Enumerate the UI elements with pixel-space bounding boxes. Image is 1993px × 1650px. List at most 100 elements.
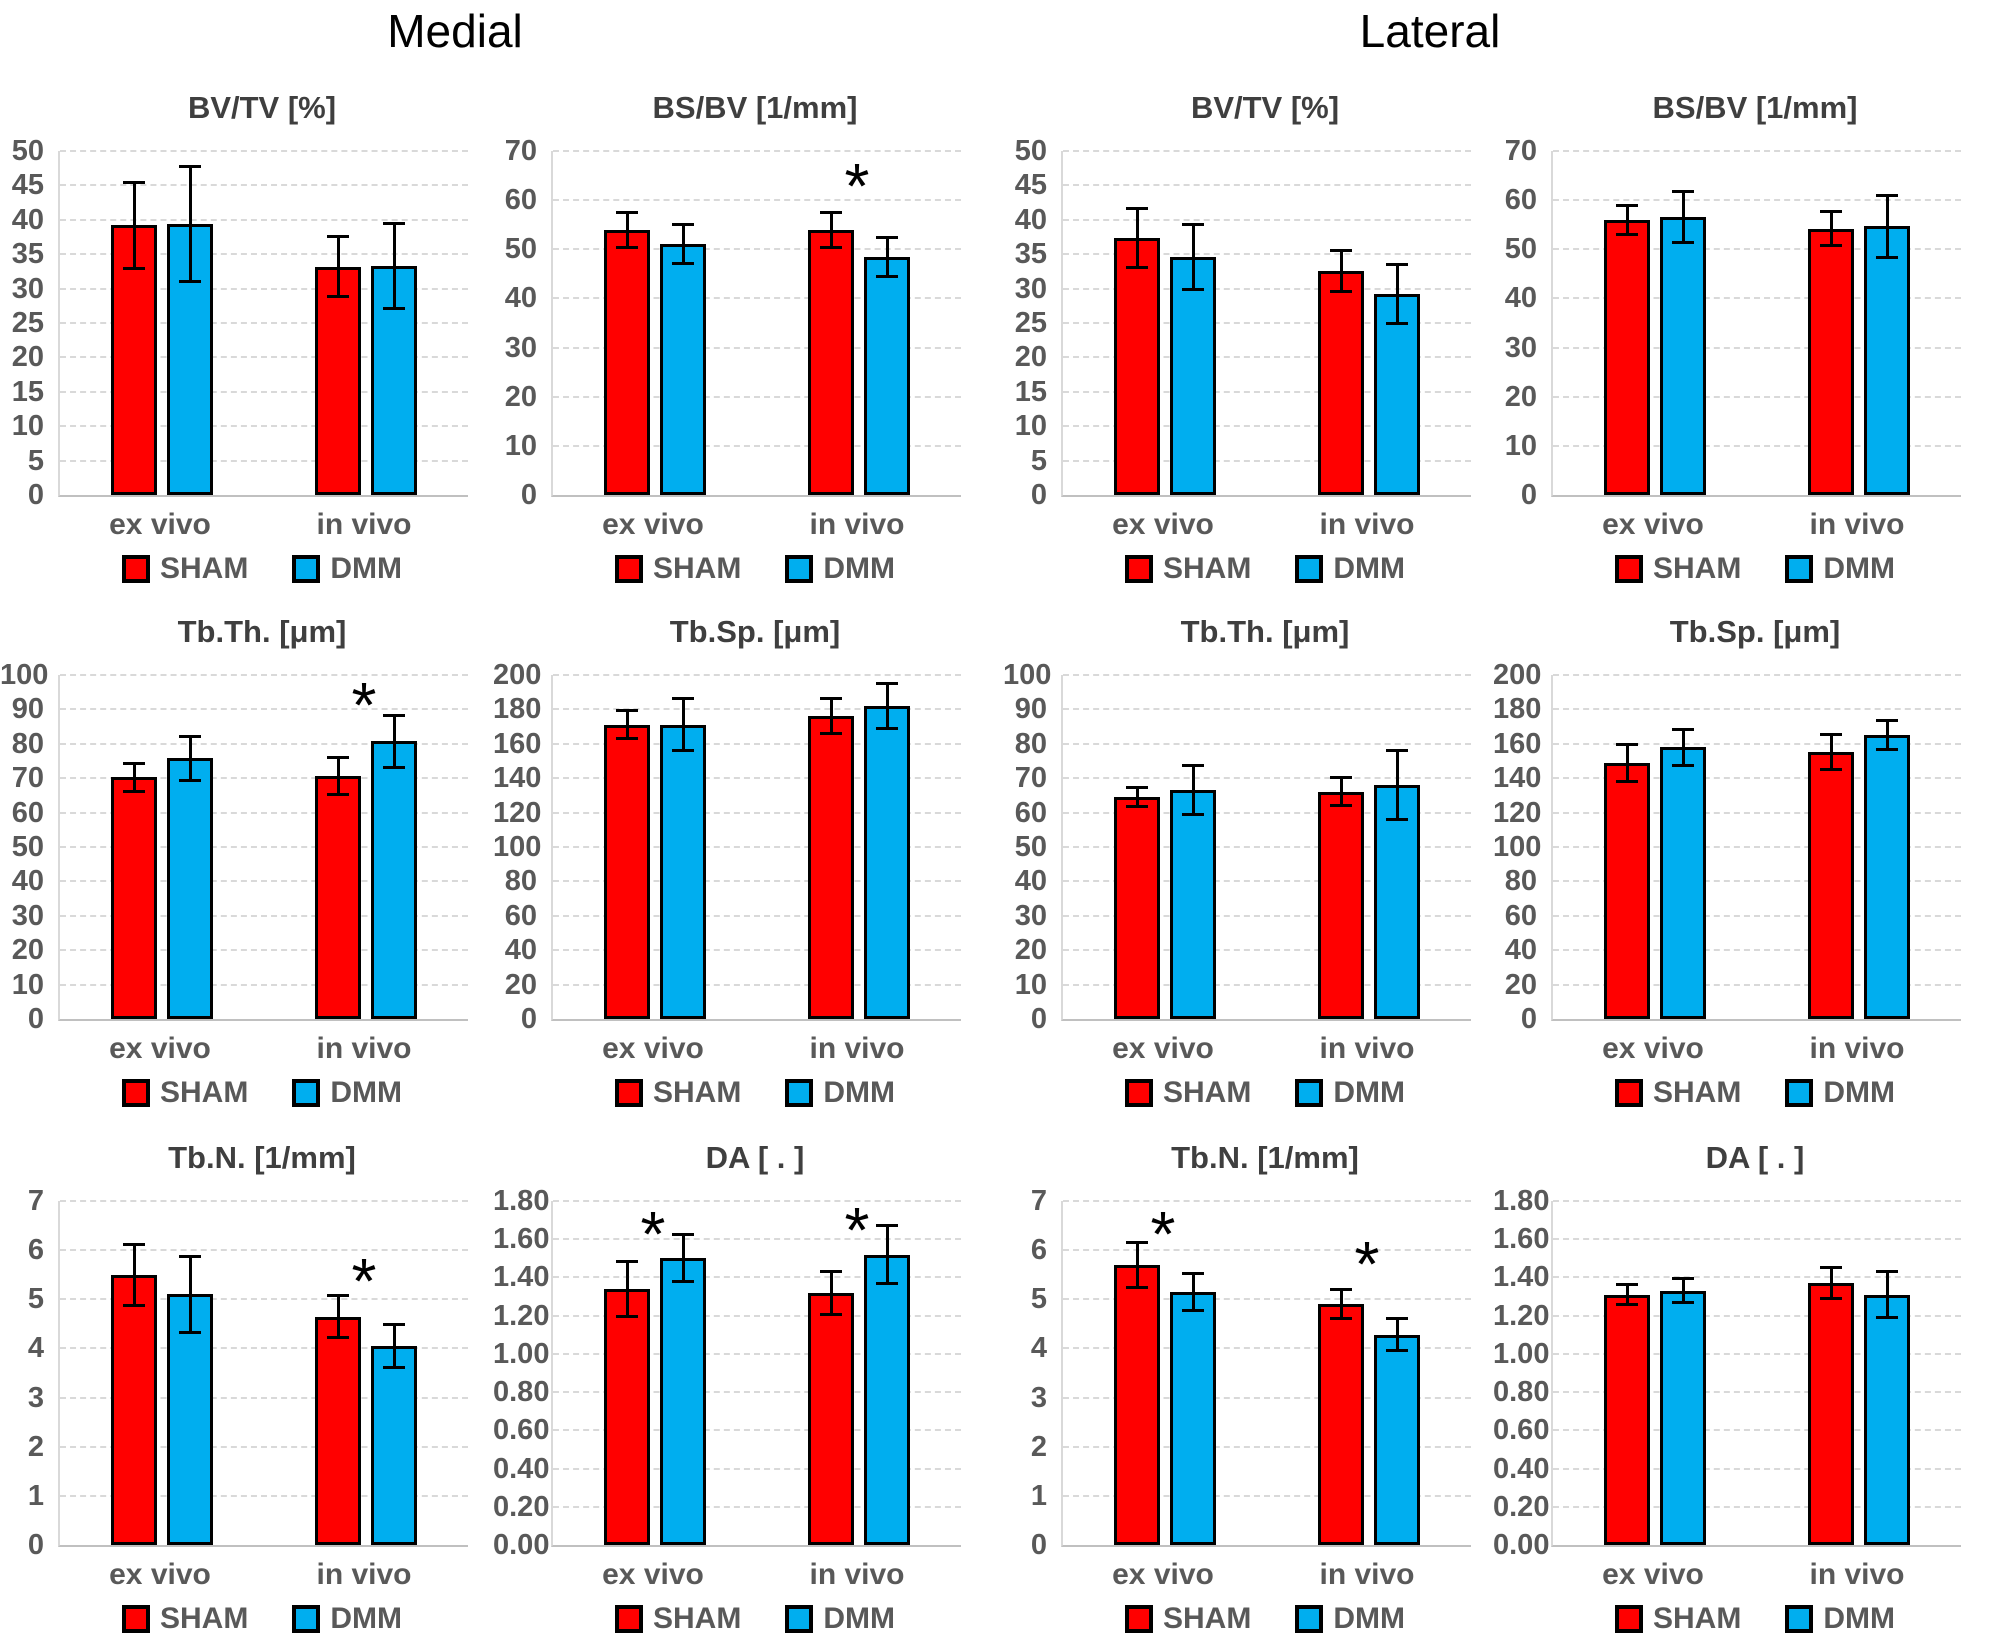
- legend-label-dmm: DMM: [1823, 552, 1895, 585]
- bar-sham-in-vivo: [808, 230, 854, 495]
- error-bar-cap-top: [1672, 189, 1694, 193]
- legend-swatch-sham-icon: [1125, 1605, 1153, 1633]
- y-axis-tick-label: 6: [27, 1234, 44, 1267]
- y-axis-tick-label: 0.20: [493, 1490, 550, 1523]
- y-axis-tick-label: 40: [504, 934, 537, 967]
- bar-dmm-ex-vivo: [1170, 256, 1216, 495]
- y-axis-tick-label: 20: [1504, 380, 1537, 413]
- legend-label-sham: SHAM: [653, 552, 742, 585]
- gridline: [1063, 742, 1471, 745]
- gridline: [553, 1238, 961, 1241]
- error-bar-cap-top: [383, 713, 405, 717]
- gridline: [553, 199, 961, 202]
- error-bar-cap-top: [327, 1294, 349, 1298]
- error-bar-cap-top: [179, 164, 201, 168]
- gridline: [60, 914, 468, 917]
- error-bar-cap-bottom: [672, 1280, 694, 1284]
- gridline: [1553, 1391, 1961, 1394]
- error-bar-cap-bottom: [1616, 1303, 1638, 1307]
- legend-label-sham: SHAM: [160, 1076, 249, 1109]
- gridline: [1063, 708, 1471, 711]
- gridline: [60, 322, 468, 324]
- error-bar-cap-top: [1126, 1240, 1148, 1244]
- chart-legend: SHAM DMM: [1551, 1604, 1959, 1634]
- y-axis-tick-label: 2: [27, 1430, 44, 1463]
- error-bar-cap-bottom: [123, 789, 145, 793]
- gridline: [60, 1347, 468, 1350]
- panel-header-medial: Medial: [387, 5, 523, 57]
- error-bar-line: [188, 734, 192, 782]
- legend-label-dmm: DMM: [823, 552, 895, 585]
- bar-dmm-in-vivo: [864, 1254, 910, 1545]
- y-axis-tick-label: 50: [1014, 135, 1047, 167]
- gridline: [60, 390, 468, 393]
- gridline: [553, 1429, 961, 1432]
- gridline: [1553, 1200, 1961, 1202]
- error-bar-line: [829, 697, 833, 736]
- y-axis-tick-label: 60: [1504, 184, 1537, 217]
- legend-label-dmm: DMM: [1333, 1602, 1405, 1635]
- x-axis-category-label: in vivo: [1809, 1558, 1905, 1591]
- error-bar-line: [1681, 1277, 1685, 1305]
- gridline: [60, 1445, 468, 1448]
- gridline: [553, 1505, 961, 1508]
- y-axis-tick-label: 25: [1014, 307, 1047, 339]
- y-axis-tick-label: 140: [493, 762, 542, 795]
- x-axis-category-label: ex vivo: [1602, 1558, 1704, 1591]
- legend-label-dmm: DMM: [330, 552, 402, 585]
- plot-area-medial-tbth: [58, 674, 468, 1021]
- y-axis-tick-label: 0.40: [493, 1452, 550, 1485]
- x-axis-category-label: ex vivo: [1602, 1032, 1704, 1065]
- error-bar-cap-top: [616, 1260, 638, 1264]
- gridline: [1063, 287, 1471, 290]
- y-axis-tick-label: 60: [504, 899, 537, 932]
- error-bar-line: [885, 236, 889, 279]
- gridline: [553, 1391, 961, 1394]
- gridline: [1063, 949, 1471, 952]
- legend-item-sham: SHAM: [1615, 1078, 1741, 1108]
- legend-label-dmm: DMM: [330, 1602, 402, 1635]
- legend-swatch-dmm-icon: [1785, 555, 1814, 583]
- gridline: [553, 1467, 961, 1470]
- y-axis-tick-label: 20: [11, 934, 44, 967]
- y-axis-tick-label: 200: [493, 659, 542, 691]
- chart-title-lateral-da: DA [ . ]: [1705, 1140, 1805, 1175]
- legend-item-sham: SHAM: [1125, 1604, 1251, 1634]
- legend-swatch-sham-icon: [1125, 555, 1153, 583]
- error-bar-cap-bottom: [876, 1282, 898, 1286]
- error-bar-cap-bottom: [327, 295, 349, 299]
- error-bar-line: [1885, 193, 1889, 259]
- gridline: [553, 742, 961, 745]
- chart-title-medial-tbth: Tb.Th. [μm]: [177, 614, 347, 649]
- gridline: [60, 1249, 468, 1252]
- y-axis-tick-label: 80: [1504, 865, 1537, 898]
- gridline: [1553, 742, 1961, 745]
- x-axis-category-label: in vivo: [809, 1032, 905, 1065]
- error-bar-cap-bottom: [123, 267, 145, 271]
- gridline: [60, 425, 468, 428]
- legend-label-sham: SHAM: [653, 1602, 742, 1635]
- y-axis-tick-label: 10: [1504, 429, 1537, 462]
- y-axis-tick-label: 10: [11, 968, 44, 1001]
- error-bar-cap-top: [876, 1223, 898, 1227]
- y-axis-tick-label: 45: [11, 169, 44, 202]
- y-axis-tick-label: 0.60: [1493, 1414, 1550, 1447]
- y-axis-tick-label: 60: [1014, 796, 1047, 829]
- y-axis-tick-label: 10: [11, 410, 44, 443]
- chart-legend: SHAM DMM: [58, 554, 466, 584]
- legend-item-dmm: DMM: [292, 1078, 402, 1108]
- error-bar-line: [1395, 263, 1399, 326]
- error-bar-line: [392, 221, 396, 310]
- bar-dmm-in-vivo: [371, 741, 417, 1019]
- x-axis-category-label: ex vivo: [602, 1032, 704, 1065]
- plot-area-lateral-bsbv: [1551, 150, 1961, 497]
- error-bar-cap-top: [383, 221, 405, 225]
- error-bar-line: [1829, 209, 1833, 248]
- gridline: [1063, 184, 1471, 187]
- gridline: [553, 297, 961, 300]
- error-bar-cap-bottom: [1386, 322, 1408, 326]
- error-bar-cap-bottom: [1330, 1316, 1352, 1320]
- error-bar-cap-top: [1182, 1272, 1204, 1276]
- significance-asterisk: *: [844, 1193, 870, 1266]
